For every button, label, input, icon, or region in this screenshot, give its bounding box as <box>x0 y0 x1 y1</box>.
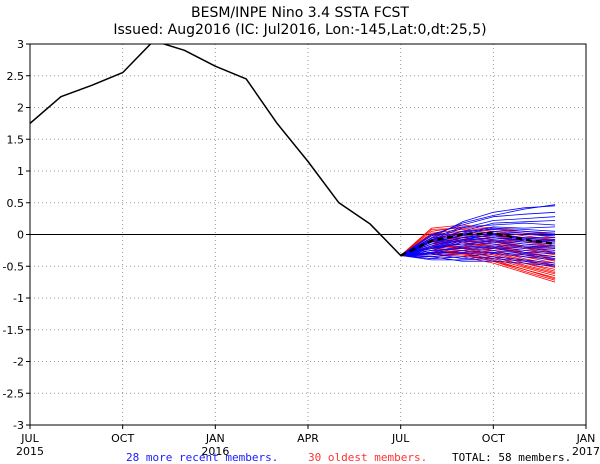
y-tick-label: -1 <box>13 292 24 305</box>
legend-total-members: TOTAL: 58 members. <box>452 451 571 464</box>
y-tick-label: 3 <box>17 38 24 51</box>
y-tick-label: 0 <box>17 229 24 242</box>
data-series <box>30 44 556 283</box>
x-tick-sublabel: 2016 <box>201 445 229 458</box>
chart-subtitle: Issued: Aug2016 (IC: Jul2016, Lon:-145,L… <box>113 22 486 38</box>
x-tick-label: JUL <box>20 432 39 445</box>
recent-member-line <box>400 228 556 256</box>
recent-member-line <box>400 211 556 256</box>
y-tick-label: 1 <box>17 165 24 178</box>
y-tick-label: 2 <box>17 102 24 115</box>
y-tick-label: -3 <box>13 419 24 432</box>
y-tick-label: -2 <box>13 356 24 369</box>
x-tick-sublabel: 2017 <box>572 445 600 458</box>
y-tick-label: 0.5 <box>7 197 25 210</box>
recent-member-line <box>400 255 556 267</box>
recent-member-line <box>400 249 556 258</box>
x-tick-label: JAN <box>205 432 225 445</box>
recent-member-line <box>400 235 556 256</box>
grid-lines <box>30 44 586 425</box>
y-tick-label: -0.5 <box>3 260 24 273</box>
legend-recent-members: 28 more recent members. <box>126 451 278 464</box>
axes: 32.521.510.50-0.5-1-1.5-2-2.5-3JUL2015OC… <box>3 38 600 458</box>
series-clip-group <box>30 44 556 283</box>
recent-member-line <box>400 220 556 256</box>
recent-member-line <box>400 222 556 256</box>
observed-line <box>30 44 402 257</box>
x-tick-sublabel: 2015 <box>16 445 44 458</box>
recent-member-line <box>400 204 556 256</box>
recent-member-line <box>400 248 556 256</box>
y-tick-label: -1.5 <box>3 324 24 337</box>
chart-title: BESM/INPE Nino 3.4 SSTA FCST <box>191 5 409 21</box>
x-tick-label: JAN <box>576 432 596 445</box>
y-tick-label: 2.5 <box>7 70 25 83</box>
recent-member-line <box>400 243 556 256</box>
recent-member-line <box>400 246 556 256</box>
recent-member-line <box>400 240 556 256</box>
recent-member-line <box>400 253 556 261</box>
oldest-member-line <box>400 226 556 256</box>
x-tick-label: OCT <box>111 432 134 445</box>
legend-oldest-members: 30 oldest members. <box>308 451 427 464</box>
recent-member-line <box>400 205 556 256</box>
x-tick-label: JUL <box>391 432 410 445</box>
x-tick-label: OCT <box>482 432 505 445</box>
plot-frame <box>29 43 587 426</box>
y-tick-label: 1.5 <box>7 133 25 146</box>
recent-member-line <box>400 255 556 266</box>
x-tick-label: APR <box>297 432 319 445</box>
y-tick-label: -2.5 <box>3 387 24 400</box>
ensemble-mean-line <box>400 231 556 257</box>
recent-member-line <box>400 253 556 264</box>
